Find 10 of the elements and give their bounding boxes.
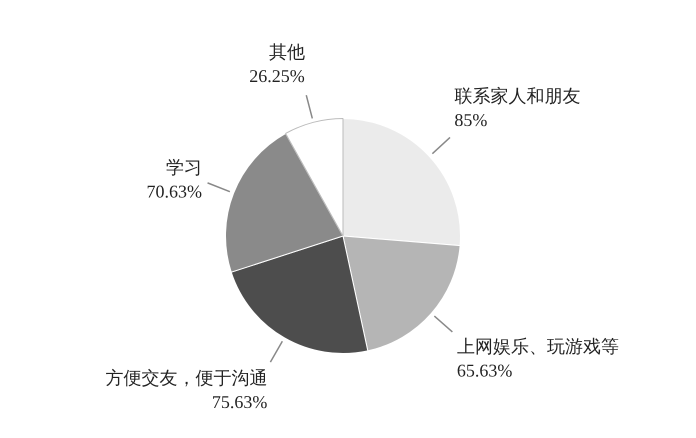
data-label: 70.63% <box>146 181 202 202</box>
slice-label: 上网娱乐、玩游戏等 <box>456 336 619 357</box>
data-label: 85% <box>454 110 488 130</box>
slice-label: 联系家人和朋友 <box>454 86 580 106</box>
data-label: 65.63% <box>456 360 512 381</box>
data-label: 26.25% <box>249 66 305 86</box>
data-label: 75.63% <box>212 392 268 412</box>
slice-label: 学习 <box>166 157 202 178</box>
slice-label: 其他 <box>268 42 305 62</box>
slice-label: 方便交友，便于沟通 <box>105 368 268 388</box>
